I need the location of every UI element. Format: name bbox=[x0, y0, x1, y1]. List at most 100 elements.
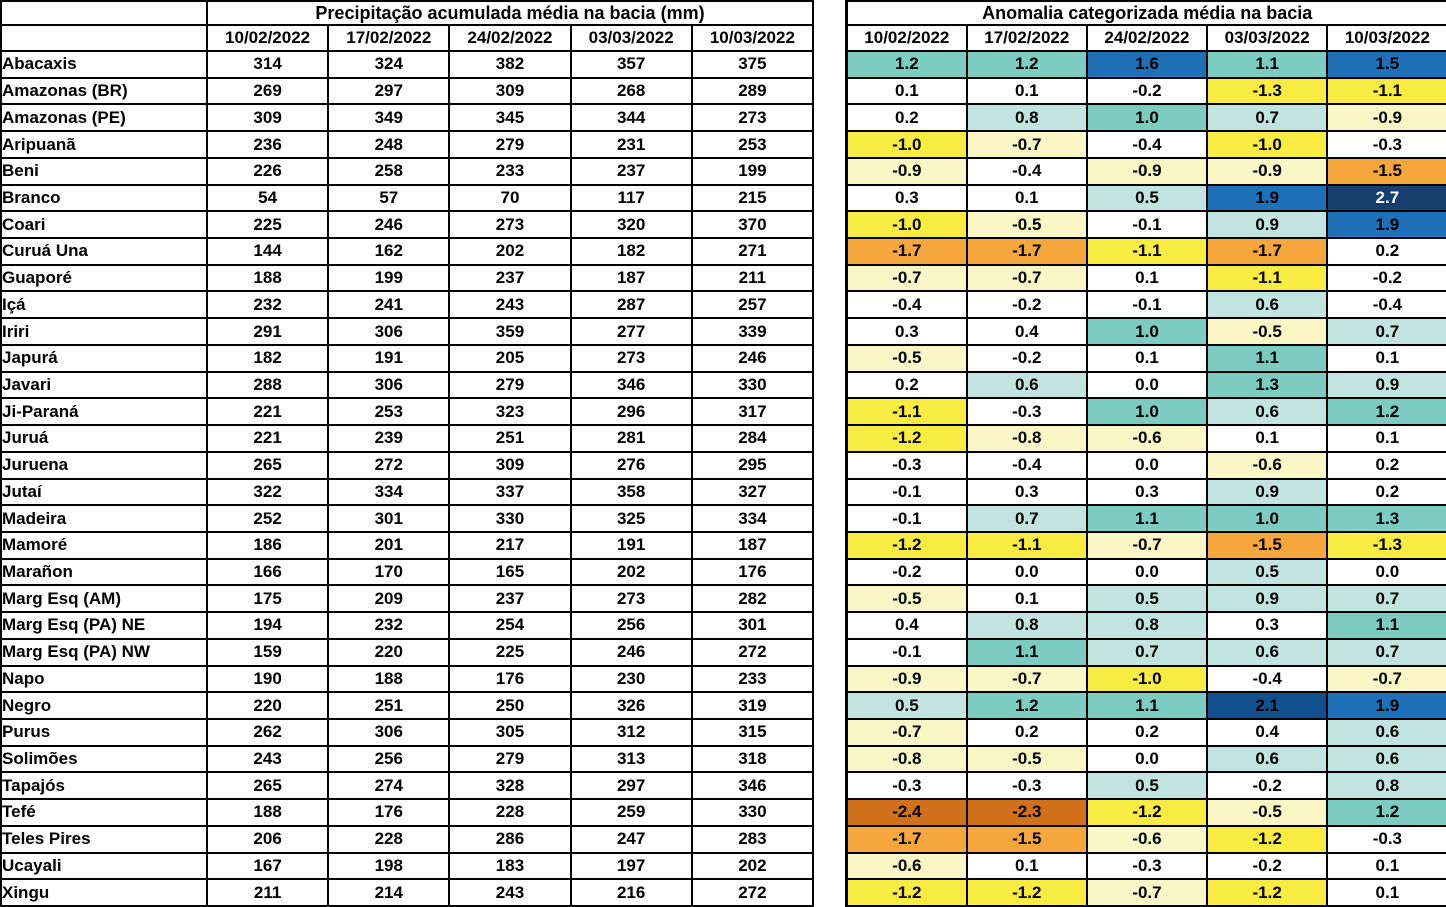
anomaly-cell: -1.7 bbox=[845, 824, 968, 854]
anomaly-cell: 0.1 bbox=[1326, 424, 1446, 453]
anomaly-cell: -0.7 bbox=[1326, 664, 1446, 694]
anomaly-cell: 0.9 bbox=[1206, 477, 1329, 507]
anomaly-cell: -0.5 bbox=[1206, 798, 1329, 827]
precip-cell: 191 bbox=[569, 530, 693, 560]
anomaly-cell: 1.9 bbox=[1326, 691, 1446, 720]
precip-cell: 216 bbox=[569, 878, 693, 907]
anomaly-cell: 0.2 bbox=[1326, 237, 1446, 266]
precip-cell: 199 bbox=[327, 263, 451, 293]
precip-cell: 228 bbox=[327, 824, 451, 854]
basin-name: Beni bbox=[0, 156, 208, 186]
precip-cell: 320 bbox=[569, 210, 693, 240]
precip-cell: 314 bbox=[205, 50, 330, 79]
anomaly-cell: -1.7 bbox=[845, 237, 968, 266]
precip-cell: 337 bbox=[448, 477, 572, 507]
precip-cell: 211 bbox=[690, 263, 815, 293]
anomaly-row: -1.2 -0.8 -0.6 0.1 0.1 bbox=[845, 424, 1446, 453]
basin-row: Napo 190 188 176 230 233 bbox=[0, 664, 815, 694]
anomaly-cell: -0.4 bbox=[965, 450, 1088, 480]
precip-cell: 220 bbox=[327, 637, 451, 667]
anomaly-cell: -1.0 bbox=[1085, 664, 1209, 694]
precip-cell: 225 bbox=[448, 637, 572, 667]
anomaly-cell: -0.7 bbox=[1085, 878, 1209, 907]
precip-cell: 215 bbox=[690, 183, 815, 213]
anomaly-cell: -0.3 bbox=[965, 771, 1088, 801]
precip-cell: 188 bbox=[205, 798, 330, 827]
basin-row: Solimões 243 256 279 313 318 bbox=[0, 744, 815, 774]
anomaly-cell: 1.0 bbox=[1206, 504, 1329, 533]
precip-cell: 281 bbox=[569, 424, 693, 453]
precip-cell: 246 bbox=[327, 210, 451, 240]
precip-cell: 325 bbox=[569, 504, 693, 533]
anomaly-cell: 0.1 bbox=[1206, 424, 1329, 453]
precip-cell: 217 bbox=[448, 530, 572, 560]
anomaly-cell: 0.0 bbox=[1085, 450, 1209, 480]
anomaly-cell: -1.2 bbox=[845, 424, 968, 453]
basin-row: Tapajós 265 274 328 297 346 bbox=[0, 771, 815, 801]
anomaly-row: 1.2 1.2 1.6 1.1 1.5 bbox=[845, 50, 1446, 79]
anomaly-row: 0.2 0.6 0.0 1.3 0.9 bbox=[845, 370, 1446, 400]
precip-cell: 344 bbox=[569, 103, 693, 133]
precip-cell: 201 bbox=[327, 530, 451, 560]
precip-cell: 305 bbox=[448, 717, 572, 747]
anomaly-cell: -0.5 bbox=[965, 210, 1088, 240]
precip-cell: 70 bbox=[448, 183, 572, 213]
precip-cell: 297 bbox=[327, 76, 451, 106]
precip-cell: 237 bbox=[569, 156, 693, 186]
basin-row: Xingu 211 214 243 216 272 bbox=[0, 878, 815, 907]
anomaly-cell: 0.8 bbox=[965, 103, 1088, 133]
basin-name: Purus bbox=[0, 717, 208, 747]
anomaly-cell: -0.4 bbox=[1326, 290, 1446, 320]
precip-cell: 259 bbox=[569, 798, 693, 827]
basin-name: Napo bbox=[0, 664, 208, 694]
precip-cell: 159 bbox=[205, 637, 330, 667]
precip-cell: 382 bbox=[448, 50, 572, 79]
anomaly-cell: -1.5 bbox=[965, 824, 1088, 854]
anomaly-row: -0.5 -0.2 0.1 1.1 0.1 bbox=[845, 343, 1446, 373]
anomaly-row: -1.0 -0.5 -0.1 0.9 1.9 bbox=[845, 210, 1446, 240]
precip-cell: 248 bbox=[327, 130, 451, 159]
basin-row: Marañon 166 170 165 202 176 bbox=[0, 557, 815, 587]
anomaly-cell: 0.2 bbox=[1085, 717, 1209, 747]
precip-cell: 319 bbox=[690, 691, 815, 720]
corner-spacer bbox=[0, 24, 208, 52]
anomaly-cell: 0.3 bbox=[1085, 477, 1209, 507]
anomaly-cell: 0.5 bbox=[1085, 771, 1209, 801]
precip-cell: 297 bbox=[569, 771, 693, 801]
anomaly-cell: 0.6 bbox=[1326, 717, 1446, 747]
basin-name: Tapajós bbox=[0, 771, 208, 801]
precip-cell: 317 bbox=[690, 397, 815, 427]
anomaly-cell: 0.0 bbox=[1326, 557, 1446, 587]
precip-cell: 117 bbox=[569, 183, 693, 213]
column-header: 17/02/2022 bbox=[965, 24, 1088, 52]
precip-cell: 170 bbox=[327, 557, 451, 587]
precip-cell: 246 bbox=[690, 343, 815, 373]
anomaly-row: -0.9 -0.7 -1.0 -0.4 -0.7 bbox=[845, 664, 1446, 694]
anomaly-cell: 0.1 bbox=[1326, 878, 1446, 907]
basin-name: Branco bbox=[0, 183, 208, 213]
precip-cell: 182 bbox=[569, 237, 693, 266]
anomaly-cell: -0.3 bbox=[845, 450, 968, 480]
anomaly-cell: 1.0 bbox=[1085, 103, 1209, 133]
anomaly-row: -0.7 -0.7 0.1 -1.1 -0.2 bbox=[845, 263, 1446, 293]
precip-cell: 188 bbox=[327, 664, 451, 694]
precip-cell: 165 bbox=[448, 557, 572, 587]
precip-cell: 241 bbox=[327, 290, 451, 320]
anomaly-row: -0.1 0.7 1.1 1.0 1.3 bbox=[845, 504, 1446, 533]
anomaly-cell: 0.4 bbox=[845, 611, 968, 640]
precip-cell: 256 bbox=[569, 611, 693, 640]
precip-cell: 221 bbox=[205, 424, 330, 453]
anomaly-cell: -0.1 bbox=[845, 477, 968, 507]
anomaly-row: 0.1 0.1 -0.2 -1.3 -1.1 bbox=[845, 76, 1446, 106]
anomaly-cell: -1.1 bbox=[845, 397, 968, 427]
anomaly-cell: 0.8 bbox=[1085, 611, 1209, 640]
precip-cell: 231 bbox=[569, 130, 693, 159]
anomaly-cell: 1.9 bbox=[1206, 183, 1329, 213]
anomaly-cell: 0.2 bbox=[965, 717, 1088, 747]
anomaly-cell: 0.3 bbox=[845, 183, 968, 213]
basin-row: Aripuanã 236 248 279 231 253 bbox=[0, 130, 815, 159]
precip-cell: 226 bbox=[205, 156, 330, 186]
precip-cell: 334 bbox=[327, 477, 451, 507]
precip-cell: 359 bbox=[448, 317, 572, 346]
anomaly-cell: 0.1 bbox=[1085, 263, 1209, 293]
